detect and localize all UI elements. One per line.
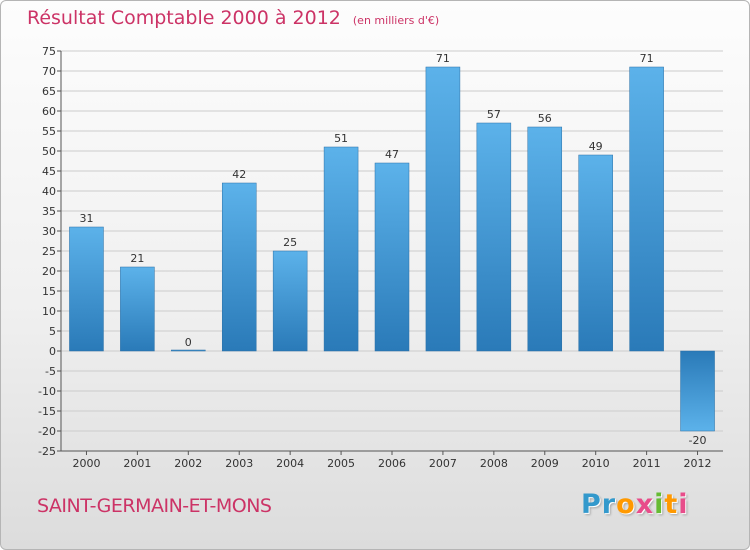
- y-tick-label: 50: [42, 145, 56, 158]
- data-label-2000: 31: [79, 212, 93, 225]
- x-tick-label-2003: 2003: [225, 457, 253, 470]
- y-tick-label: 25: [42, 245, 56, 258]
- data-label-2005: 51: [334, 132, 348, 145]
- y-tick-label: -15: [38, 405, 56, 418]
- chart-title-text: Résultat Comptable 2000 à 2012: [27, 7, 341, 29]
- bar-2008: [476, 122, 512, 352]
- y-tick-label: -25: [38, 445, 56, 458]
- data-label-2002: 0: [185, 336, 192, 349]
- data-label-2004: 25: [283, 236, 297, 249]
- x-tick-label-2008: 2008: [480, 457, 508, 470]
- bar-2003: [221, 182, 257, 352]
- proxiti-logo[interactable]: Proxiti: [581, 489, 689, 520]
- y-tick-label: -5: [45, 365, 56, 378]
- y-tick-label: -10: [38, 385, 56, 398]
- y-tick-label: 55: [42, 125, 56, 138]
- bar-2010: [578, 154, 613, 352]
- x-tick-label-2001: 2001: [123, 457, 151, 470]
- data-label-2003: 42: [232, 168, 246, 181]
- y-tick-label: 5: [49, 325, 56, 338]
- bar-2011: [629, 66, 664, 352]
- data-label-2008: 57: [487, 108, 501, 121]
- data-labels: 31 21 0 42 25 51 47 71 57 56 49 71 -20: [79, 52, 706, 447]
- x-tick-label-2011: 2011: [633, 457, 661, 470]
- x-tick-label-2012: 2012: [684, 457, 712, 470]
- y-tick-label: 35: [42, 205, 56, 218]
- data-label-2010: 49: [589, 140, 603, 153]
- bar-2012: [680, 350, 715, 432]
- bar-2002: [171, 349, 206, 352]
- x-tick-label-2009: 2009: [531, 457, 559, 470]
- chart-subtitle: (en milliers d'€): [352, 14, 440, 27]
- data-label-2006: 47: [385, 148, 399, 161]
- y-tick-label: 40: [42, 185, 56, 198]
- x-tick-label-2006: 2006: [378, 457, 406, 470]
- data-label-2001: 21: [130, 252, 144, 265]
- data-label-2009: 56: [538, 112, 552, 125]
- x-tick-label-2000: 2000: [72, 457, 100, 470]
- bar-2001: [120, 266, 155, 352]
- y-tick-label: 0: [49, 345, 56, 358]
- x-tick-label-2005: 2005: [327, 457, 355, 470]
- y-tick-label: 30: [42, 225, 56, 238]
- data-label-2012: -20: [689, 434, 707, 447]
- x-tick-label-2002: 2002: [174, 457, 202, 470]
- bar-2000: [69, 226, 104, 352]
- y-tick-label: 65: [42, 85, 56, 98]
- bar-2007: [425, 66, 461, 352]
- x-tick-labels: 2000 2001 2002 2003 2004 2005 2006 2007 2008 2009…: [72, 451, 712, 470]
- chart-title: Résultat Comptable 2000 à 2012 (en millie…: [27, 7, 439, 29]
- bar-2005: [323, 146, 359, 352]
- data-label-2007: 71: [436, 52, 450, 65]
- bar-2004: [272, 250, 308, 352]
- y-tick-label: 70: [42, 65, 56, 78]
- y-tick-label: 60: [42, 105, 56, 118]
- data-label-2011: 71: [640, 52, 654, 65]
- y-tick-label: 75: [42, 45, 56, 58]
- x-tick-label-2004: 2004: [276, 457, 304, 470]
- y-tick-labels: 757065605550454035302520151050-5-10-15-2…: [38, 45, 61, 458]
- bars: [69, 66, 715, 432]
- x-tick-label-2010: 2010: [582, 457, 610, 470]
- y-tick-label: 15: [42, 285, 56, 298]
- x-tick-label-2007: 2007: [429, 457, 457, 470]
- y-tick-label: 10: [42, 305, 56, 318]
- y-tick-label: 45: [42, 165, 56, 178]
- y-tick-label: -20: [38, 425, 56, 438]
- bar-2009: [527, 126, 563, 352]
- commune-name: SAINT-GERMAIN-ET-MONS: [37, 495, 272, 517]
- bar-2006: [374, 162, 410, 352]
- y-tick-label: 20: [42, 265, 56, 278]
